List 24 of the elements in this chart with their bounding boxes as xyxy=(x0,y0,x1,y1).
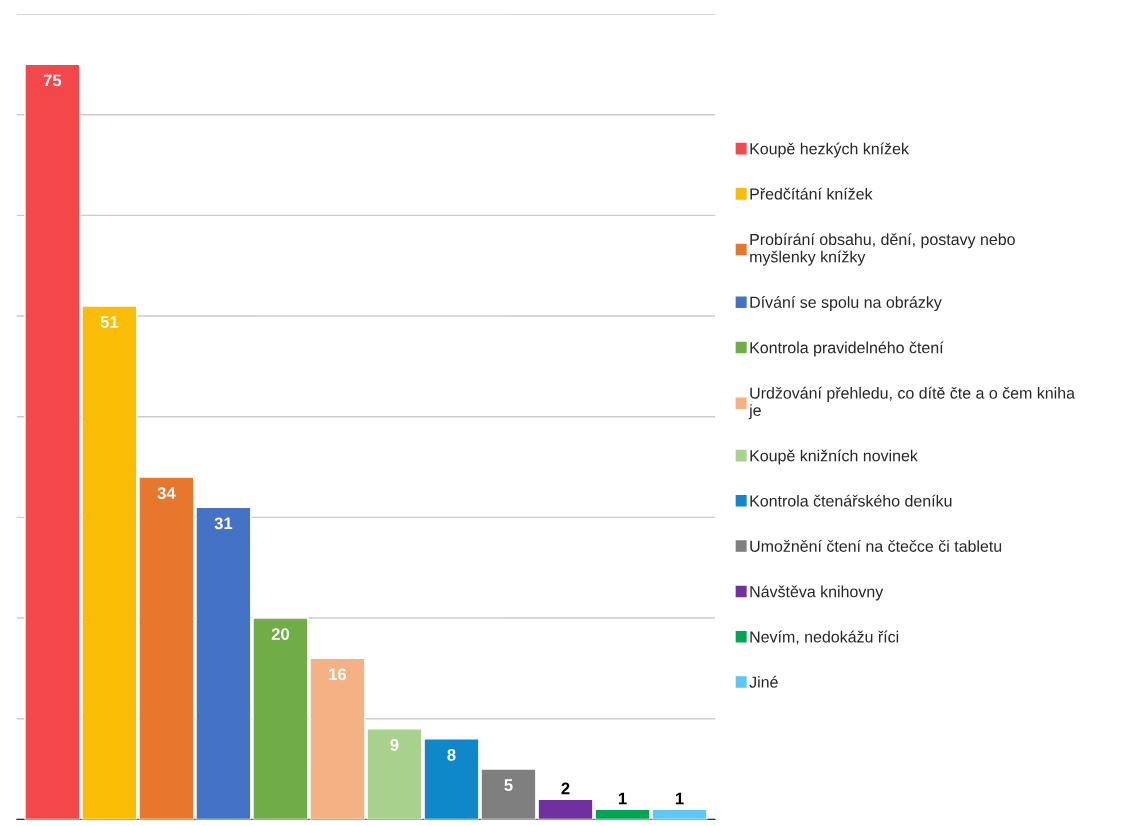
legend-label: Jiné xyxy=(749,675,778,688)
data-label: 34 xyxy=(157,487,176,500)
legend-label: Kontrola čtenářského deníku xyxy=(750,494,952,507)
data-label: 75 xyxy=(43,74,62,87)
legend-label: Urdžování přehledu, co dítě čte a o čem kniha je xyxy=(748,386,1075,420)
data-label: 9 xyxy=(390,738,399,751)
data-label: 1 xyxy=(618,792,627,805)
legend-label: Předčítání knížek xyxy=(750,187,873,200)
data-label: 2 xyxy=(561,782,570,795)
legend-label: Umožnění čtení na čtečce či tabletu xyxy=(750,539,1002,552)
data-label: 5 xyxy=(504,779,513,791)
legend-label: Dívání se spolu na obrázky xyxy=(750,296,942,312)
legend-label: Kontrola pravidelného čtení xyxy=(750,341,944,357)
legend-label: Koupě knižních novinek xyxy=(750,449,918,465)
legend-label: Nevím, nedokážu říci xyxy=(750,630,899,645)
legend-label: Koupě hezkých knížek xyxy=(750,142,909,158)
legend-label: Probírání obsahu, dění, postavy nebo myšlenky knížky xyxy=(750,233,1015,266)
legend-label: Návštěva knihovny xyxy=(750,585,884,601)
data-label: 1 xyxy=(675,792,684,805)
data-label: 16 xyxy=(329,668,347,681)
data-label: 20 xyxy=(271,628,290,640)
data-label: 8 xyxy=(447,748,456,761)
data-label: 51 xyxy=(100,316,119,328)
data-label: 31 xyxy=(214,517,233,530)
